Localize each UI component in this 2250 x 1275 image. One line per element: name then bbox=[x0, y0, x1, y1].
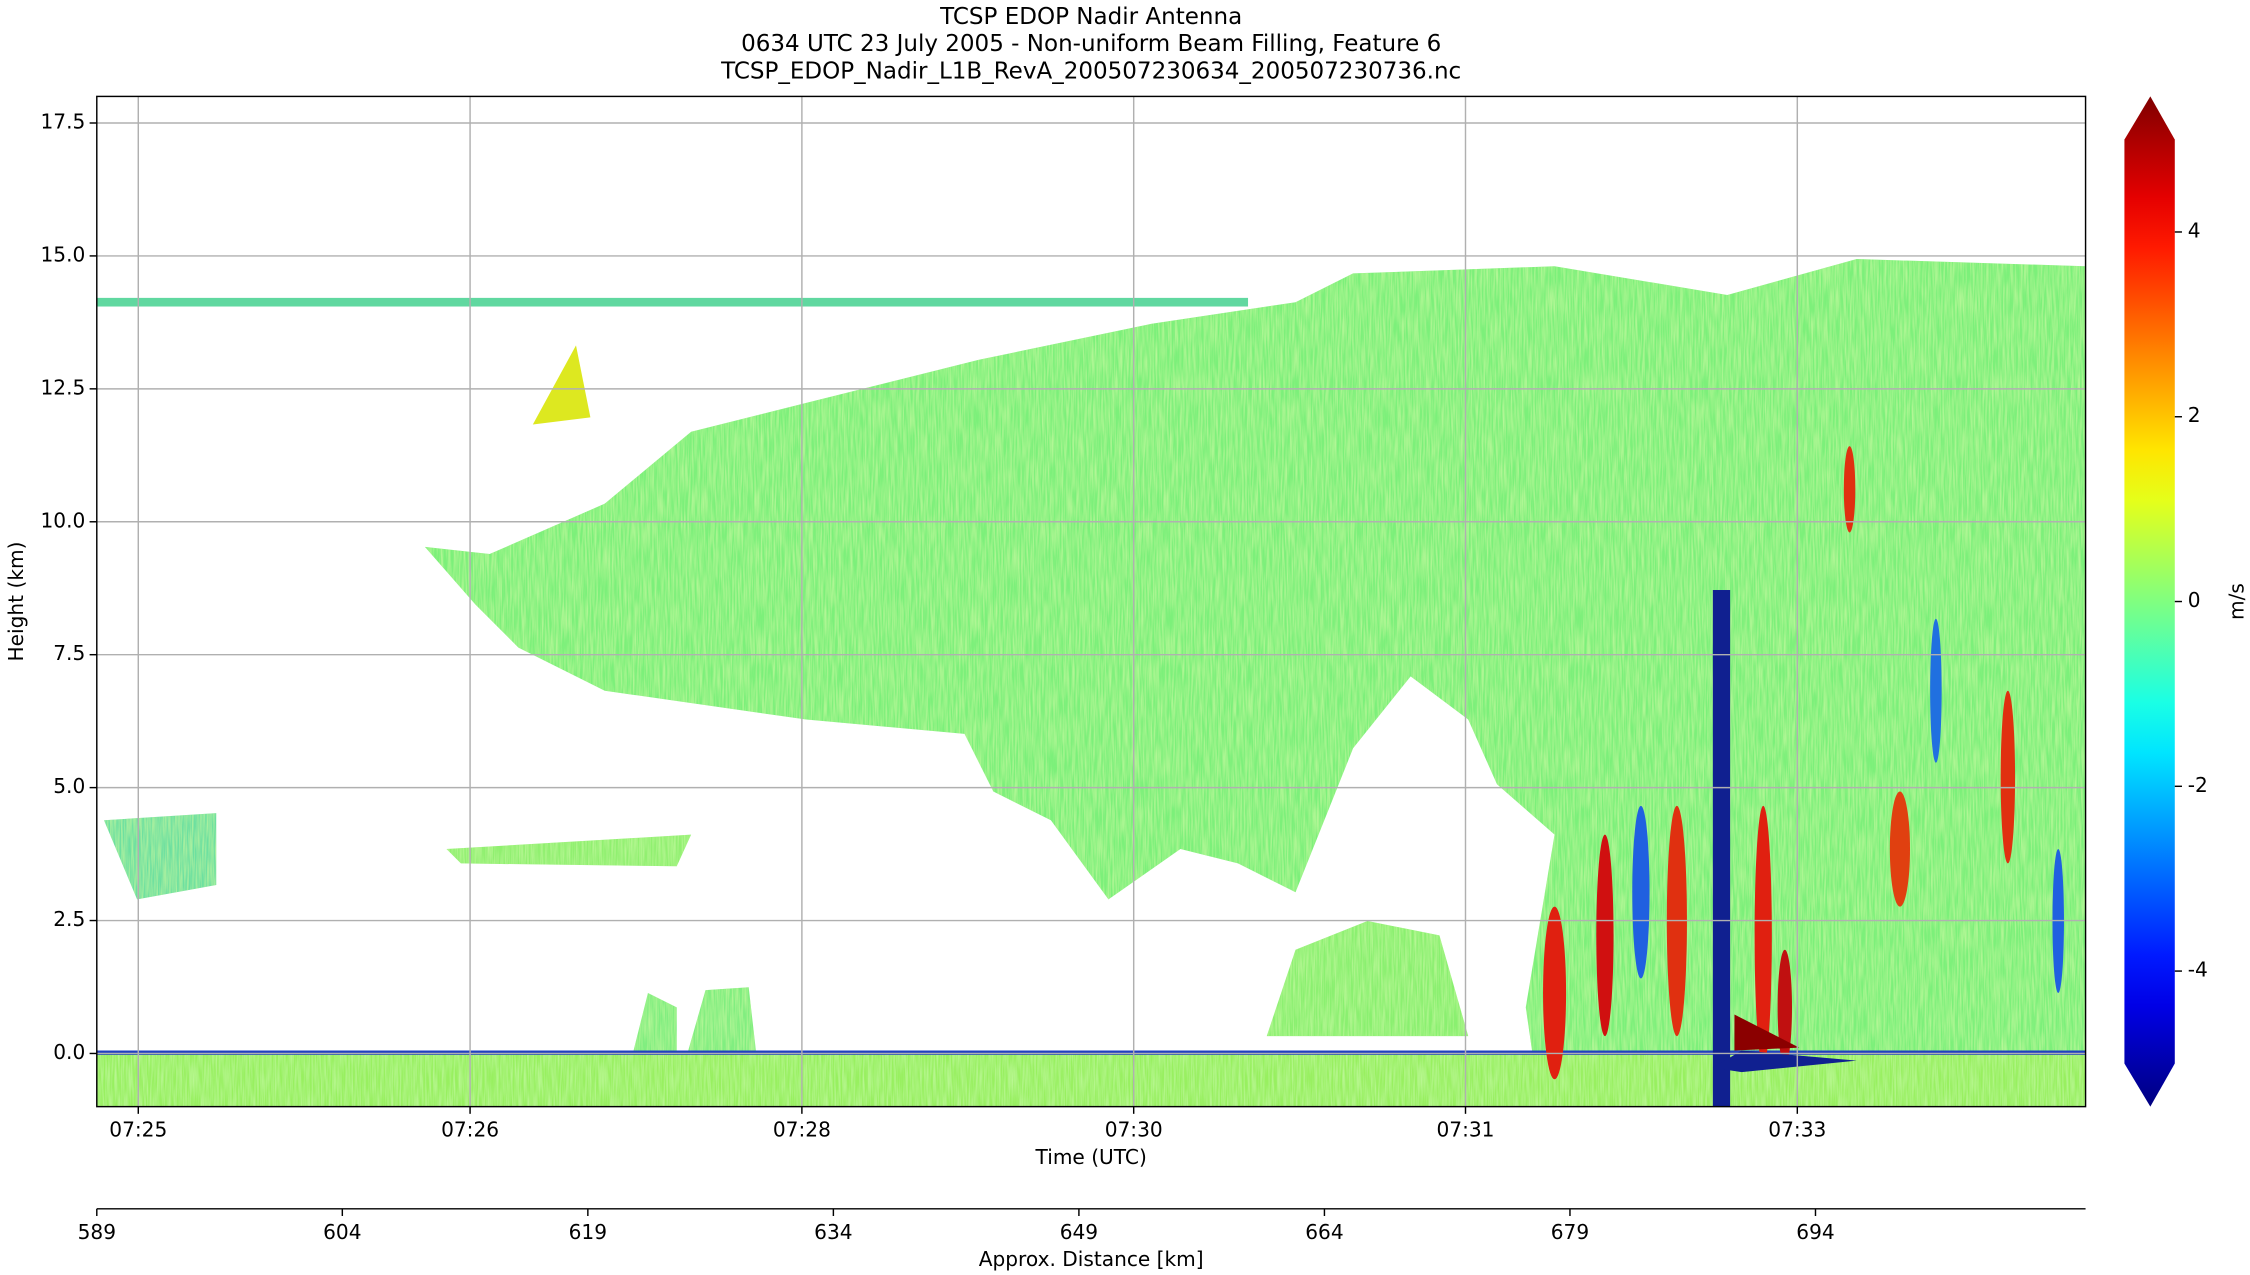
echo-region bbox=[103, 813, 217, 900]
y-tick-label: 12.5 bbox=[40, 375, 85, 399]
x-tick-label: 07:30 bbox=[1105, 1118, 1163, 1142]
radar-image bbox=[96, 259, 2086, 1107]
y-tick-label: 5.0 bbox=[53, 774, 85, 798]
x2-tick-label: 679 bbox=[1551, 1220, 1589, 1244]
y-tick-label: 0.0 bbox=[53, 1040, 85, 1064]
x2-axis-label: Approx. Distance [km] bbox=[979, 1247, 1204, 1271]
colorbar bbox=[2124, 96, 2175, 1107]
y-tick-label: 7.5 bbox=[53, 641, 85, 665]
echo-region bbox=[446, 834, 692, 867]
echo-region bbox=[532, 345, 591, 425]
echo-region bbox=[1266, 920, 1469, 1037]
y-tick-label: 15.0 bbox=[40, 242, 85, 266]
echo-band bbox=[96, 297, 1249, 307]
colorbar-tick-label: 0 bbox=[2188, 588, 2201, 612]
x2-tick-label: 604 bbox=[323, 1220, 361, 1244]
file-name: TCSP_EDOP_Nadir_L1B_RevA_200507230634_20… bbox=[720, 58, 1461, 84]
x-tick-label: 07:33 bbox=[1768, 1118, 1826, 1142]
y-tick-label: 2.5 bbox=[53, 907, 85, 931]
x2-tick-label: 589 bbox=[78, 1220, 116, 1244]
x2-tick-label: 619 bbox=[569, 1220, 607, 1244]
chart-subtitle: 0634 UTC 23 July 2005 - Non-uniform Beam… bbox=[741, 31, 1441, 57]
updraft-streaks bbox=[1543, 446, 2064, 1107]
y-tick-label: 10.0 bbox=[40, 508, 85, 532]
colorbar-tick-label: 4 bbox=[2188, 218, 2201, 242]
plot-frame bbox=[96, 95, 2087, 1108]
echo-region bbox=[633, 987, 756, 1051]
chart-title: TCSP EDOP Nadir Antenna bbox=[939, 4, 1242, 30]
x-axis-label: Time (UTC) bbox=[1035, 1145, 1147, 1169]
colorbar-tick-label: -2 bbox=[2188, 773, 2208, 797]
colorbar-tick-label: 2 bbox=[2188, 403, 2201, 427]
echo-region bbox=[424, 259, 2086, 1107]
x2-tick-label: 634 bbox=[814, 1220, 852, 1244]
x-tick-label: 07:25 bbox=[109, 1118, 167, 1142]
colorbar-tick-label: -4 bbox=[2188, 958, 2208, 982]
y-tick-label: 17.5 bbox=[40, 110, 85, 134]
x-tick-label: 07:31 bbox=[1437, 1118, 1495, 1142]
x-tick-label: 07:28 bbox=[773, 1118, 831, 1142]
x-tick-label: 07:26 bbox=[441, 1118, 499, 1142]
colorbar-label: m/s bbox=[2225, 583, 2249, 620]
surface-line bbox=[96, 1050, 2086, 1055]
x2-tick-label: 649 bbox=[1060, 1220, 1098, 1244]
y-axis-label: Height (km) bbox=[4, 542, 28, 662]
x2-tick-label: 664 bbox=[1305, 1220, 1343, 1244]
x2-tick-label: 694 bbox=[1796, 1220, 1834, 1244]
